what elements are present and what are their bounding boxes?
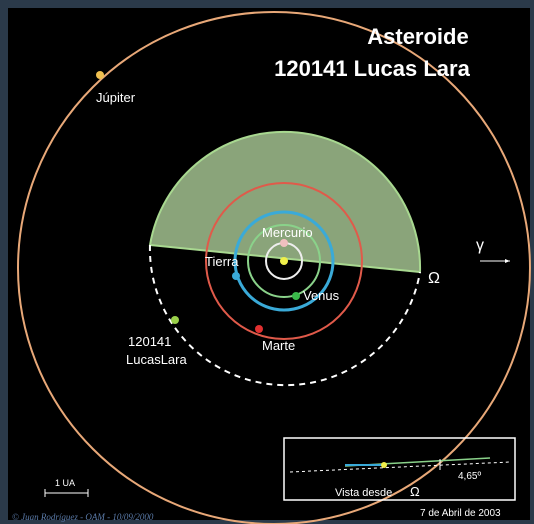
orbit-diagram: Asteroide 120141 Lucas Lara Júpiter Merc… <box>0 0 534 524</box>
title-line2: 120141 Lucas Lara <box>274 56 470 81</box>
node-label: Ω <box>428 270 440 287</box>
credit: © Juan Rodríguez - OAM - 10/09/2000 <box>12 512 154 522</box>
asteroid-label: LucasLara <box>126 352 187 367</box>
venus <box>292 292 300 300</box>
inset-symbol: Ω <box>410 484 420 499</box>
gamma-label: γ <box>476 237 484 254</box>
inset-caption: Vista desde <box>335 487 392 499</box>
asteroid <box>171 316 179 324</box>
date: 7 de Abril de 2003 <box>420 508 501 519</box>
sun <box>280 257 288 265</box>
sun <box>381 462 387 468</box>
scale-label: 1 UA <box>55 478 75 488</box>
angle-label: 4,65º <box>458 471 481 482</box>
body-label: Júpiter <box>96 90 136 105</box>
title-line1: Asteroide <box>367 24 468 49</box>
body-label: Venus <box>303 288 340 303</box>
earth <box>232 272 240 280</box>
body-label: Marte <box>262 338 295 353</box>
asteroid-label: 120141 <box>128 334 171 349</box>
body-label: Mercurio <box>262 225 313 240</box>
mars <box>255 325 263 333</box>
mercury <box>280 239 288 247</box>
jupiter <box>96 71 104 79</box>
body-label: Tierra <box>205 254 239 269</box>
